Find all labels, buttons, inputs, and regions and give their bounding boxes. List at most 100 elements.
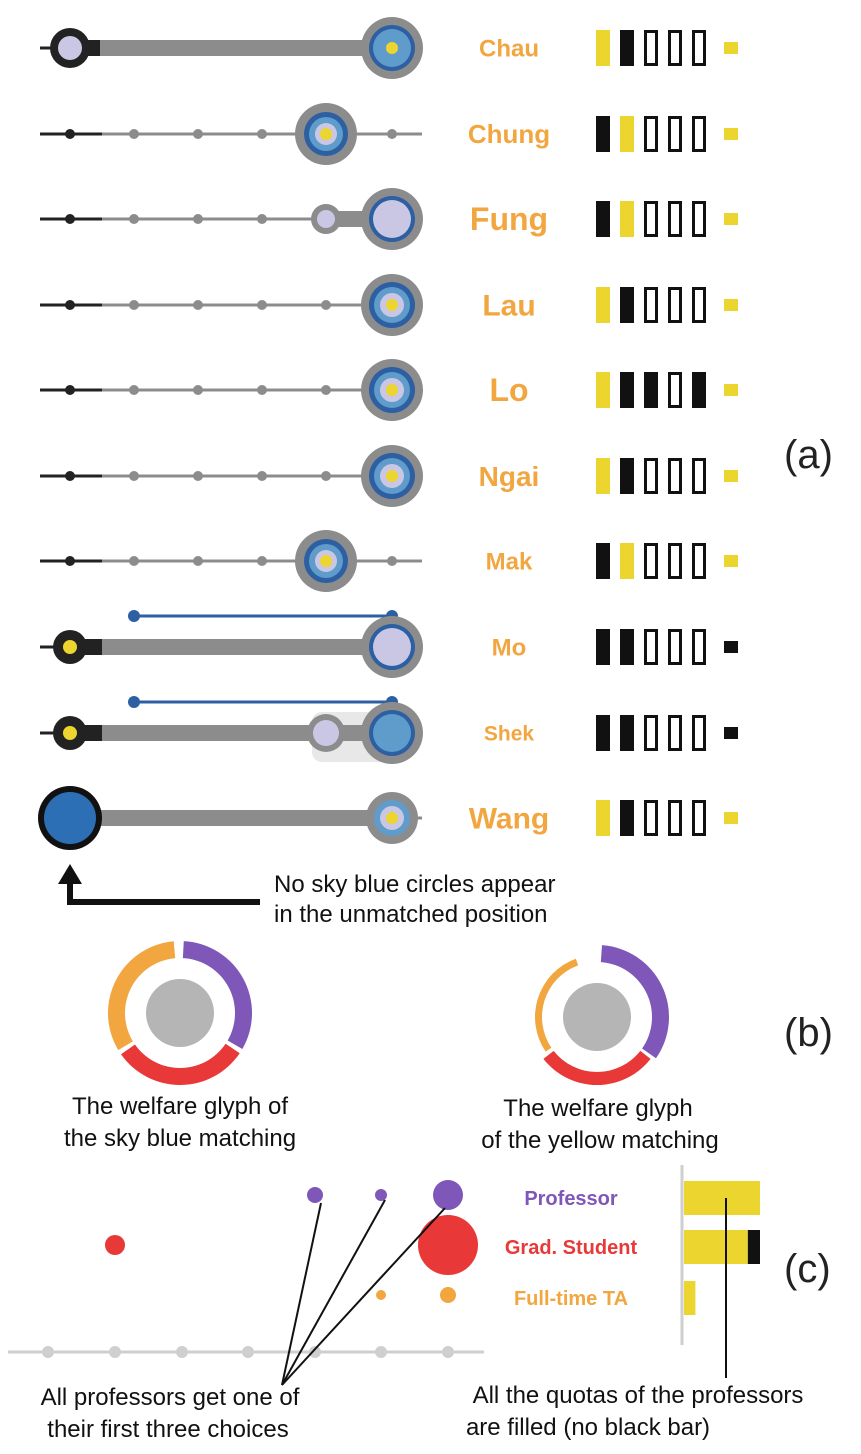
tick-dot <box>193 385 203 395</box>
quota-cell-empty <box>692 201 706 237</box>
glyph2-caption-line1: The welfare glyph <box>503 1095 692 1122</box>
tick-dot <box>257 300 267 310</box>
annotation-c-left-line2: their first three choices <box>47 1416 288 1443</box>
tick-dot <box>257 556 267 566</box>
quota-filled-bar <box>684 1181 760 1215</box>
annotation-c-right-line1: All the quotas of the professors <box>473 1382 804 1409</box>
quota-cell-black <box>620 800 634 836</box>
matching-bar <box>70 40 392 56</box>
quota-unfilled-bar <box>747 1230 760 1264</box>
quota-cell-black <box>596 715 610 751</box>
glyph1-caption-line2: the sky blue matching <box>64 1125 296 1152</box>
quota-cell-empty <box>644 30 658 66</box>
quota-cell-yellow <box>596 287 610 323</box>
tick-dot <box>193 556 203 566</box>
quota-cell-empty <box>668 287 682 323</box>
yellow-dot <box>386 299 398 311</box>
quota-cell-black <box>620 629 634 665</box>
tick-dot <box>129 471 139 481</box>
arrowhead <box>58 864 82 884</box>
axis-dot <box>242 1346 254 1358</box>
yellow-node <box>313 720 339 746</box>
row-names: Chau Chung Fung Lau Lo Ngai Mak Mo Shek Wang <box>468 35 550 835</box>
quota-cell-empty <box>644 116 658 152</box>
row-name: Chau <box>479 35 539 62</box>
row-name: Lau <box>482 290 535 323</box>
row-wang <box>38 786 422 850</box>
tick-dot <box>129 214 139 224</box>
category-label: Full-time TA <box>514 1288 628 1310</box>
quota-cell-black <box>620 287 634 323</box>
professor-welfare-arc <box>600 945 669 1059</box>
category-label: Professor <box>524 1188 618 1210</box>
glyph2-caption-line2: of the yellow matching <box>481 1127 718 1154</box>
row-name: Wang <box>469 803 550 836</box>
quota-end-marker <box>724 299 738 311</box>
yellow-dot <box>386 470 398 482</box>
row-lo <box>40 359 423 421</box>
quota-cell-empty <box>692 287 706 323</box>
quota-cell-yellow <box>596 30 610 66</box>
quota-cell-black <box>596 201 610 237</box>
row-chau <box>40 17 423 79</box>
tick-dot <box>387 556 397 566</box>
quota-cell-empty <box>644 715 658 751</box>
panel-b: The welfare glyph of the sky blue matchi… <box>64 941 833 1154</box>
quota-cell-black <box>596 629 610 665</box>
quota-cell-empty <box>644 287 658 323</box>
quota-end-marker <box>724 384 738 396</box>
quota-cell-empty <box>668 800 682 836</box>
annotation-a-line2: in the unmatched position <box>274 901 548 928</box>
quota-cell-empty <box>668 715 682 751</box>
quota-end-marker <box>724 812 738 824</box>
professor-bubble <box>433 1180 463 1210</box>
axis-dot <box>109 1346 121 1358</box>
row-mo <box>40 610 423 678</box>
tick-dot <box>257 471 267 481</box>
quota-cell-empty <box>644 458 658 494</box>
yellow-dot <box>386 384 398 396</box>
tick-dot <box>65 556 75 566</box>
annotation-c-right-line2: are filled (no black bar) <box>466 1414 710 1441</box>
quota-end-marker <box>724 213 738 225</box>
row-name: Ngai <box>479 461 540 492</box>
choice-node-core <box>373 200 411 238</box>
welfare-center <box>563 983 631 1051</box>
tick-dot <box>129 129 139 139</box>
row-name: Shek <box>484 722 535 745</box>
grad-student-bubble <box>418 1215 478 1275</box>
pointer-line <box>281 1202 322 1386</box>
tick-dot <box>321 300 331 310</box>
quota-cell-empty <box>668 116 682 152</box>
quota-cell-empty <box>668 458 682 494</box>
tick-dot <box>65 214 75 224</box>
ta-bubble <box>440 1287 456 1303</box>
tick-dot <box>193 214 203 224</box>
quota-cell-black <box>620 372 634 408</box>
quota-end-marker <box>724 128 738 140</box>
quota-end-marker <box>724 641 738 653</box>
glyph1-caption-line1: The welfare glyph of <box>72 1093 288 1120</box>
quota-bars <box>596 30 738 836</box>
panel-label-a: (a) <box>784 433 833 477</box>
yellow-dot <box>320 128 332 140</box>
quota-end-marker <box>724 42 738 54</box>
axis-dot <box>442 1346 454 1358</box>
yellow-dot <box>386 812 398 824</box>
tick-dot <box>257 129 267 139</box>
quota-cell-black <box>692 372 706 408</box>
quota-end-marker <box>724 555 738 567</box>
choice-node-core <box>373 714 411 752</box>
quota-cell-empty <box>644 543 658 579</box>
quota-cell-empty <box>644 201 658 237</box>
quota-cell-black <box>596 116 610 152</box>
tick-dot <box>65 300 75 310</box>
quota-cell-empty <box>644 800 658 836</box>
choice-node-core <box>373 628 411 666</box>
quota-cell-empty <box>692 458 706 494</box>
row-mak <box>40 530 422 592</box>
quota-end-marker <box>724 727 738 739</box>
annotation-arrow <box>67 880 260 905</box>
quota-cell-yellow <box>596 458 610 494</box>
professor-welfare-arc <box>182 941 253 1049</box>
